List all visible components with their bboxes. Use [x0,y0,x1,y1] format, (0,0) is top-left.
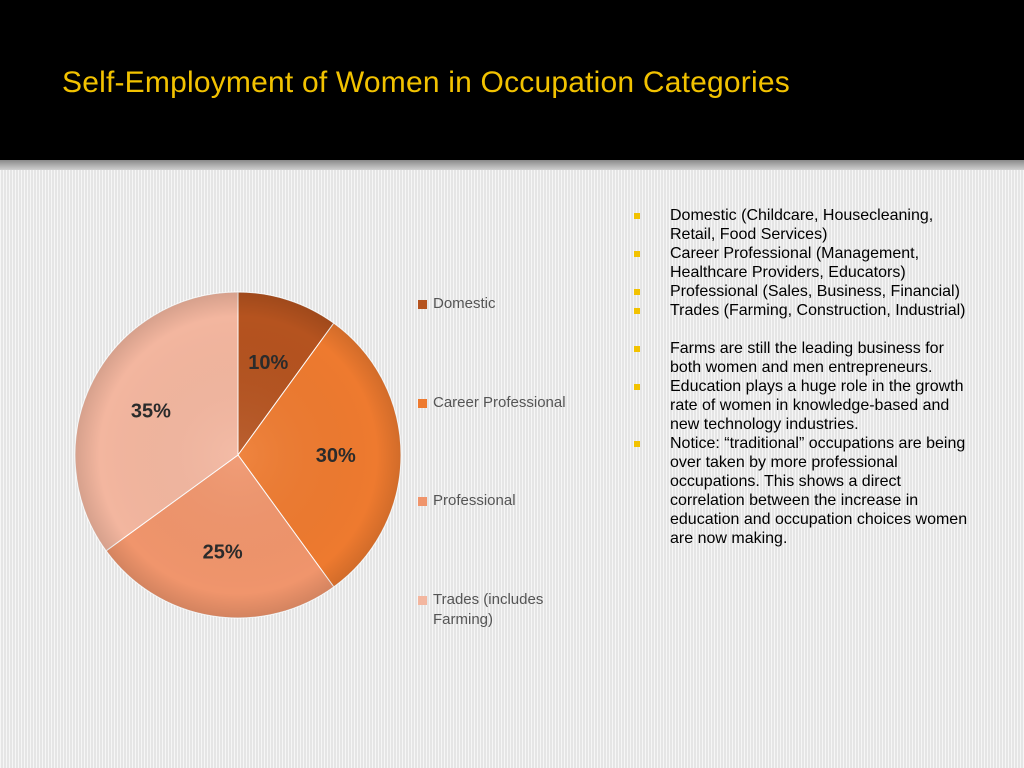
bullet-item-farms: Farms are still the leading business for… [632,339,972,377]
bullet-text: Career Professional (Management, Healthc… [670,245,920,281]
legend-swatch [418,596,427,605]
legend-item: Domestic [418,294,578,314]
bullet-item-education: Education plays a huge role in the growt… [632,377,972,434]
legend-swatch [418,300,427,309]
legend-item: Professional [418,491,578,511]
bullet-marker [634,346,640,352]
legend-item: Career Professional [418,393,578,413]
bullet-item-domestic: Domestic (Childcare, Housecleaning, Reta… [632,206,972,244]
bullet-marker [634,213,640,219]
bullet-marker [634,384,640,390]
bullet-item-trades: Trades (Farming, Construction, Industria… [632,301,972,320]
bullet-text: Professional (Sales, Business, Financial… [670,283,960,300]
bullet-marker [634,289,640,295]
bullet-item-notice: Notice: “traditional” occupations are be… [632,434,972,548]
pie-data-label: 10% [248,352,288,374]
legend-label: Trades (includes Farming) [433,591,544,628]
bullet-marker [634,308,640,314]
legend-swatch [418,497,427,506]
bullet-marker [634,251,640,257]
legend-swatch [418,399,427,408]
pie-data-label: 30% [316,445,356,467]
slide-title: Self-Employment of Women in Occupation C… [62,66,790,99]
bullet-text: Trades (Farming, Construction, Industria… [670,302,966,319]
bullet-marker [634,441,640,447]
bullet-text: Domestic (Childcare, Housecleaning, Reta… [670,207,934,243]
pie-chart: 10% 30% 25% 35% [74,291,402,619]
bullet-text: Notice: “traditional” occupations are be… [670,435,968,547]
pie-data-label: 35% [131,401,171,423]
bullet-item-career-professional: Career Professional (Management, Healthc… [632,244,972,282]
legend-label: Career Professional [433,394,566,411]
legend-label: Professional [433,492,516,509]
bullet-text: Farms are still the leading business for… [670,340,944,376]
bullet-text: Education plays a huge role in the growt… [670,378,964,433]
pie-data-label: 25% [203,542,243,564]
header-divider [0,160,1024,170]
legend-item: Trades (includes Farming) [418,590,578,630]
bullet-list: Domestic (Childcare, Housecleaning, Reta… [632,206,972,548]
slide-header: Self-Employment of Women in Occupation C… [0,0,1024,160]
bullet-item-professional: Professional (Sales, Business, Financial… [632,282,972,301]
legend-label: Domestic [433,295,496,312]
